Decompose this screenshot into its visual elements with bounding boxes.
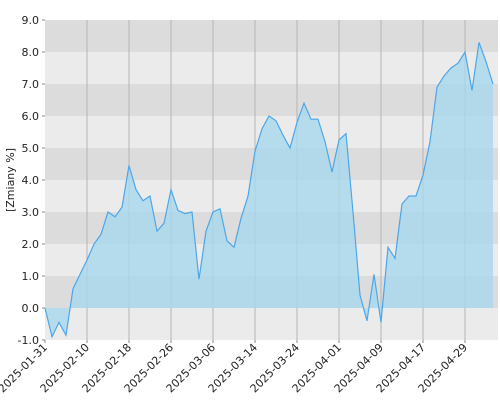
y-tick-label: 8.0: [22, 46, 40, 59]
grid-band: [45, 84, 498, 116]
line: [44, 42, 494, 339]
y-axis-label: [Zmiany %]: [4, 148, 17, 212]
y-tick-label: 2.0: [22, 238, 40, 251]
y-tick-label: -1.0: [18, 334, 39, 347]
area: [45, 42, 493, 337]
y-tick-label: 6.0: [22, 110, 40, 123]
y-tick-label: 1.0: [22, 270, 40, 283]
y-tick-label: 5.0: [22, 142, 40, 155]
y-tick-label: 9.0: [22, 14, 40, 27]
grid-band: [45, 52, 498, 84]
y-tick-label: 4.0: [22, 174, 40, 187]
y-tick-label: 7.0: [22, 78, 40, 91]
grid-band: [45, 308, 498, 340]
y-tick-label: 0.0: [22, 302, 40, 315]
y-tick-label: 3.0: [22, 206, 40, 219]
grid-band: [45, 20, 498, 52]
